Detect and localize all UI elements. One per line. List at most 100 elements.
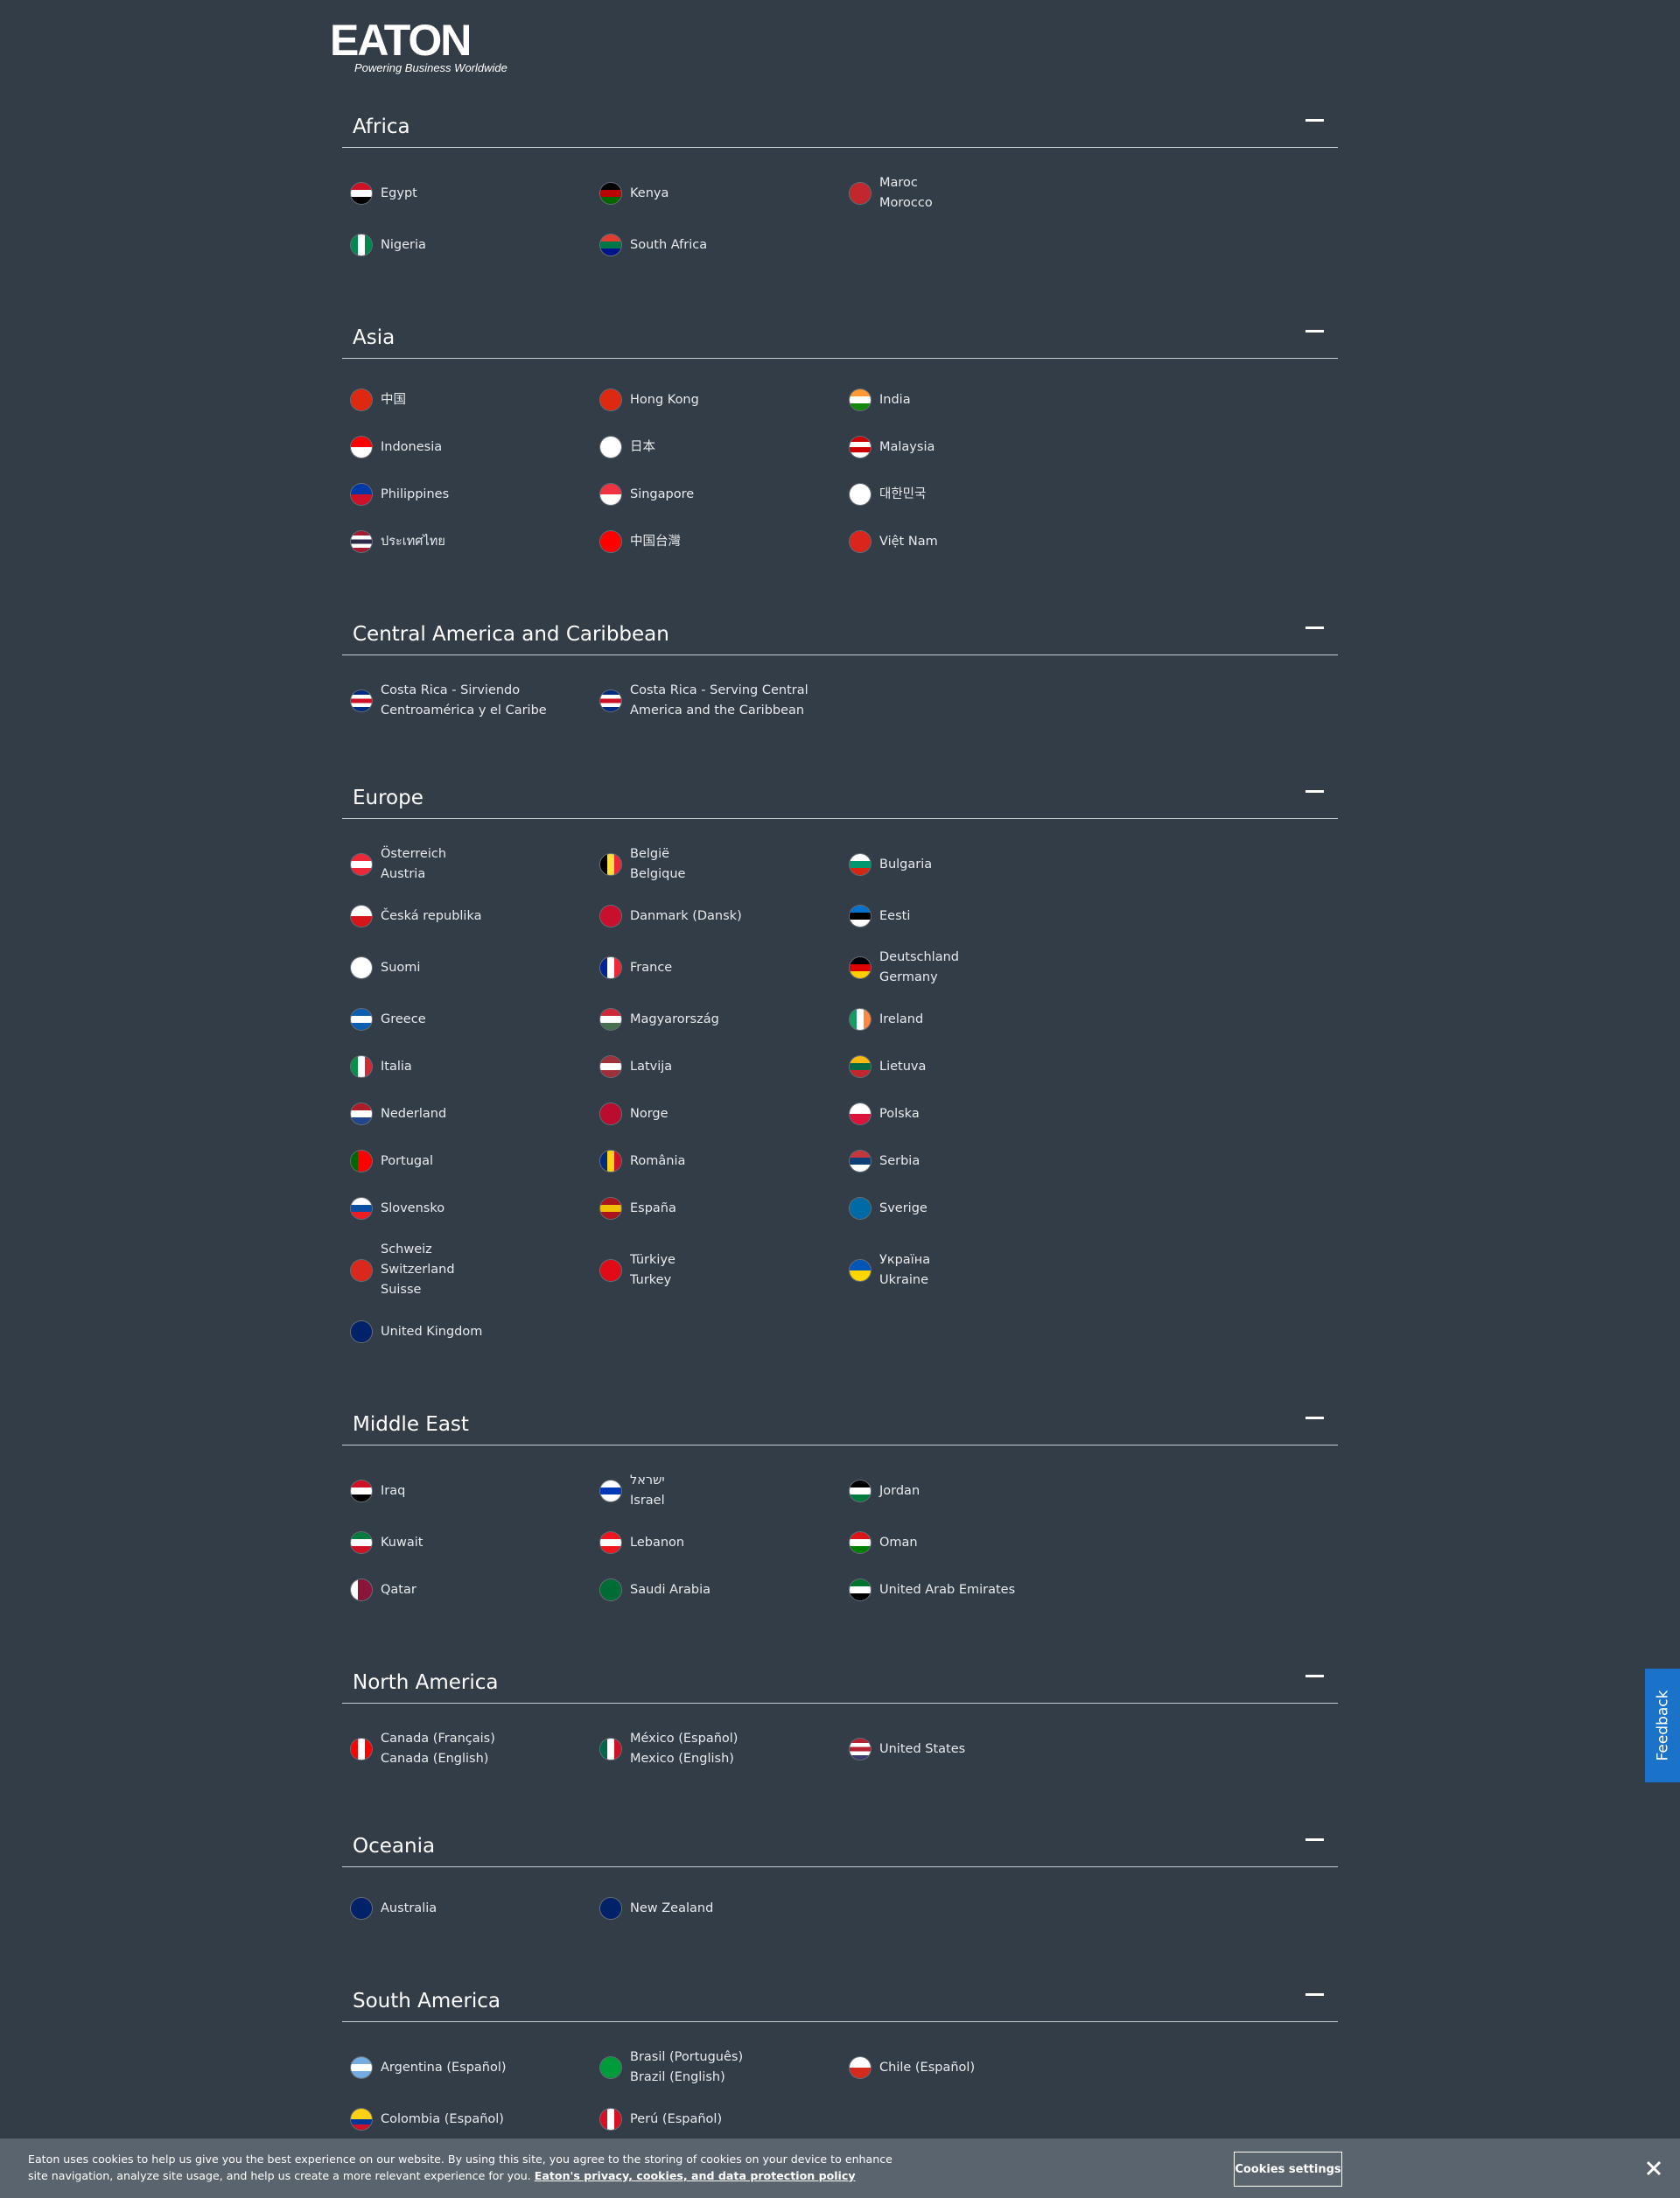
country-name[interactable]: México (Español) bbox=[630, 1732, 738, 1746]
country-link[interactable]: België Belgique bbox=[592, 836, 841, 892]
country-name[interactable]: Chile (Español) bbox=[879, 2060, 976, 2075]
region-title[interactable]: Asia bbox=[353, 326, 396, 349]
country-names[interactable]: Egypt bbox=[381, 184, 417, 204]
country-name[interactable]: Belgique bbox=[630, 867, 686, 881]
country-name[interactable]: Philippines bbox=[381, 486, 450, 501]
country-link[interactable]: Sverige bbox=[841, 1185, 1090, 1232]
collapse-icon[interactable] bbox=[1306, 1675, 1324, 1677]
country-names[interactable]: ישראל Israel bbox=[630, 1471, 665, 1511]
country-link[interactable]: Canada (Français) Canada (English) bbox=[342, 1721, 592, 1777]
country-name[interactable]: Schweiz bbox=[381, 1242, 432, 1256]
country-name[interactable]: India bbox=[879, 392, 911, 407]
country-link[interactable]: 日本 bbox=[592, 424, 841, 471]
country-name[interactable]: Suisse bbox=[381, 1283, 422, 1297]
country-names[interactable]: Singapore bbox=[630, 485, 694, 505]
country-names[interactable]: Qatar bbox=[381, 1580, 416, 1600]
country-link[interactable]: ישראל Israel bbox=[592, 1463, 841, 1519]
region-header[interactable]: Central America and Caribbean bbox=[342, 617, 1338, 655]
country-link[interactable]: United States bbox=[841, 1721, 1090, 1777]
country-link[interactable]: ประเทศไทย bbox=[342, 518, 592, 565]
region-title[interactable]: Oceania bbox=[353, 1835, 436, 1858]
country-link[interactable]: Chile (Español) bbox=[841, 2040, 1090, 2096]
country-link[interactable]: Österreich Austria bbox=[342, 836, 592, 892]
country-name[interactable]: United Arab Emirates bbox=[879, 1582, 1016, 1597]
country-name[interactable]: Latvija bbox=[630, 1059, 673, 1074]
country-names[interactable]: Österreich Austria bbox=[381, 844, 446, 885]
country-names[interactable]: Norge bbox=[630, 1104, 668, 1124]
country-name[interactable]: Germany bbox=[879, 970, 938, 984]
country-name[interactable]: België bbox=[630, 847, 670, 861]
country-name[interactable]: Nigeria bbox=[381, 237, 426, 252]
country-link[interactable]: 대한민국 bbox=[841, 471, 1090, 518]
country-name[interactable]: España bbox=[630, 1200, 676, 1215]
country-name[interactable]: 日本 bbox=[630, 439, 655, 454]
region-header[interactable]: South America bbox=[342, 1984, 1338, 2022]
country-name[interactable]: Україна bbox=[879, 1252, 931, 1267]
country-names[interactable]: France bbox=[630, 958, 672, 978]
country-name[interactable]: Canada (English) bbox=[381, 1752, 489, 1766]
country-names[interactable]: Lietuva bbox=[879, 1057, 926, 1077]
region-title[interactable]: South America bbox=[353, 1990, 501, 2012]
country-names[interactable]: Danmark (Dansk) bbox=[630, 906, 742, 927]
country-link[interactable]: Česká republika bbox=[342, 892, 592, 940]
country-name[interactable]: Slovensko bbox=[381, 1200, 445, 1215]
country-name[interactable]: Magyarország bbox=[630, 1012, 719, 1026]
country-names[interactable]: España bbox=[630, 1199, 676, 1219]
country-link[interactable]: Türkiye Turkey bbox=[592, 1232, 841, 1308]
country-link[interactable]: Portugal bbox=[342, 1138, 592, 1185]
logo-text[interactable]: EATON bbox=[330, 16, 472, 65]
country-names[interactable]: United Arab Emirates bbox=[879, 1580, 1015, 1600]
country-link[interactable]: Magyarország bbox=[592, 996, 841, 1043]
country-name[interactable]: Qatar bbox=[381, 1582, 416, 1597]
country-name[interactable]: Jordan bbox=[879, 1483, 920, 1498]
country-names[interactable]: România bbox=[630, 1152, 685, 1172]
logo[interactable]: EATON Powering Business Worldwide bbox=[330, 16, 508, 74]
country-names[interactable]: Portugal bbox=[381, 1152, 433, 1172]
region-title[interactable]: Central America and Caribbean bbox=[353, 623, 669, 646]
collapse-icon[interactable] bbox=[1306, 1838, 1324, 1841]
country-link[interactable]: Nederland bbox=[342, 1090, 592, 1138]
country-link[interactable]: Australia bbox=[342, 1885, 592, 1932]
policy-link[interactable]: Eaton's privacy, cookies, and data prote… bbox=[534, 2169, 856, 2182]
country-link[interactable]: Slovensko bbox=[342, 1185, 592, 1232]
country-link[interactable]: Italia bbox=[342, 1043, 592, 1090]
country-names[interactable]: Greece bbox=[381, 1010, 426, 1030]
country-names[interactable]: Italia bbox=[381, 1057, 412, 1077]
country-name[interactable]: Österreich bbox=[381, 847, 447, 861]
country-link[interactable]: Maroc Morocco bbox=[841, 165, 1090, 221]
country-name[interactable]: Egypt bbox=[381, 186, 417, 200]
country-names[interactable]: Suomi bbox=[381, 958, 420, 978]
country-link[interactable]: Colombia (Español) bbox=[342, 2096, 592, 2143]
country-names[interactable]: 日本 bbox=[630, 438, 655, 458]
country-link[interactable]: Україна Ukraine bbox=[841, 1232, 1090, 1308]
country-names[interactable]: Iraq bbox=[381, 1481, 405, 1502]
country-names[interactable]: Argentina (Español) bbox=[381, 2058, 507, 2078]
country-link[interactable]: Greece bbox=[342, 996, 592, 1043]
country-name[interactable]: Brazil (English) bbox=[630, 2070, 725, 2084]
country-names[interactable]: Canada (Français) Canada (English) bbox=[381, 1729, 495, 1769]
country-link[interactable]: Egypt bbox=[342, 165, 592, 221]
country-name[interactable]: New Zealand bbox=[630, 1900, 714, 1915]
country-names[interactable]: Deutschland Germany bbox=[879, 948, 959, 988]
country-link[interactable]: Eesti bbox=[841, 892, 1090, 940]
country-link[interactable]: Lietuva bbox=[841, 1043, 1090, 1090]
country-names[interactable]: 대한민국 bbox=[879, 485, 926, 505]
country-link[interactable]: Suomi bbox=[342, 940, 592, 996]
country-name[interactable]: Italia bbox=[381, 1059, 412, 1074]
country-name[interactable]: Oman bbox=[879, 1535, 918, 1550]
country-names[interactable]: Schweiz Switzerland Suisse bbox=[381, 1240, 455, 1300]
country-names[interactable]: Hong Kong bbox=[630, 390, 699, 410]
country-link[interactable]: Qatar bbox=[342, 1566, 592, 1614]
country-name[interactable]: Kuwait bbox=[381, 1535, 424, 1550]
country-name[interactable]: Singapore bbox=[630, 486, 695, 501]
country-link[interactable]: România bbox=[592, 1138, 841, 1185]
country-names[interactable]: South Africa bbox=[630, 235, 707, 256]
country-link[interactable]: Schweiz Switzerland Suisse bbox=[342, 1232, 592, 1308]
country-link[interactable]: Brasil (Português) Brazil (English) bbox=[592, 2040, 841, 2096]
country-link[interactable]: Serbia bbox=[841, 1138, 1090, 1185]
country-link[interactable]: Nigeria bbox=[342, 221, 592, 269]
country-link[interactable]: Costa Rica - Serving Central America and… bbox=[592, 673, 841, 729]
country-name[interactable]: Suomi bbox=[381, 960, 421, 975]
country-names[interactable]: Bulgaria bbox=[879, 855, 932, 875]
country-names[interactable]: Україна Ukraine bbox=[879, 1250, 930, 1291]
